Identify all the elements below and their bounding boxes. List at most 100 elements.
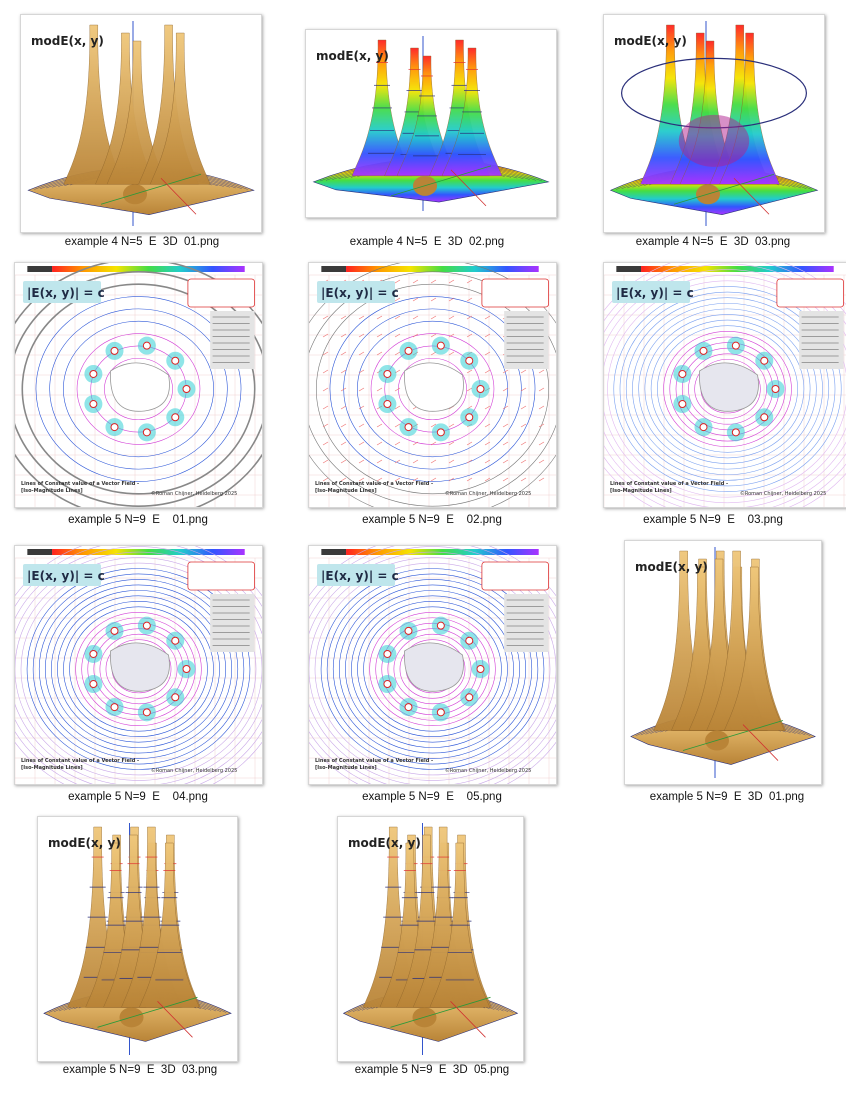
iso-line [638, 308, 817, 470]
parameter-box [776, 278, 844, 308]
file-name-label[interactable]: example 5 N=9 E 04.png [68, 791, 208, 803]
file-thumbnail[interactable]: modE(x, y) [37, 816, 238, 1062]
file-name-label[interactable]: example 5 N=9 E 3D 05.png [354, 1064, 510, 1076]
file-name-label[interactable]: example 5 N=9 E 3D 03.png [62, 1064, 218, 1076]
thumbnail-image: modE(x, y) [27, 21, 255, 226]
vector-arrow [502, 369, 509, 374]
file-thumbnail[interactable]: modE(x, y) [305, 29, 557, 218]
file-name-label[interactable]: example 4 N=5 E 3D 02.png [349, 236, 505, 248]
thumbnail-image: modE(x, y) [609, 21, 819, 226]
footer-line-2: [Iso-Magnitude Lines] [21, 488, 83, 494]
vector-arrow [466, 477, 473, 482]
vector-arrow [448, 297, 455, 302]
file-thumbnail[interactable]: modE(x, y) [337, 816, 524, 1062]
iso-line [357, 320, 508, 458]
vector-arrow [484, 441, 491, 446]
iso-line [99, 633, 178, 705]
vector-arrow [376, 333, 383, 338]
charge-point [404, 703, 413, 712]
vector-arrow [448, 477, 455, 482]
vector-arrow [340, 459, 347, 464]
charge-point [89, 400, 98, 409]
file-name-label[interactable]: example 4 N=5 E 3D 03.png [635, 236, 791, 248]
parameter-box [481, 561, 549, 591]
charge-point [142, 708, 151, 717]
file-name-label[interactable]: example 5 N=9 E 03.png [643, 514, 783, 526]
file-thumbnail[interactable]: modE(x, y) [624, 540, 822, 785]
color-scale-bar [641, 266, 834, 272]
iso-line [309, 271, 556, 507]
vector-arrow [502, 441, 509, 446]
footer-line-1: Lines of Constant value of a Vector Fiel… [610, 481, 728, 487]
charge-point [465, 413, 474, 422]
file-thumbnail[interactable]: |E(x, y)| = c Lines of Constant value of … [308, 545, 557, 785]
y-axis [682, 720, 784, 751]
vector-arrow [538, 477, 545, 482]
vector-arrow [430, 477, 437, 482]
vector-arrow [376, 423, 383, 428]
charge-point [465, 636, 474, 645]
vector-arrow [340, 333, 347, 338]
vector-arrow [430, 423, 437, 428]
vector-arrow [538, 387, 545, 392]
charge-point [110, 423, 119, 432]
file-name-label[interactable]: example 5 N=9 E 02.png [362, 514, 502, 526]
iso-line [314, 562, 551, 776]
vector-arrow [502, 405, 509, 410]
file-thumbnail[interactable]: |E(x, y)| = c Lines of Constant value of … [14, 262, 263, 508]
charge-point [383, 369, 392, 378]
vector-arrow [448, 459, 455, 464]
formula-label: |E(x, y)| = c [321, 286, 399, 300]
thumbnail-image: |E(x, y)| = c Lines of Constant value of … [15, 263, 262, 507]
surface-title: modE(x, y) [48, 836, 121, 850]
vector-arrow [358, 405, 365, 410]
vector-arrow [358, 459, 365, 464]
vector-arrow [484, 477, 491, 482]
file-name-label[interactable]: example 4 N=5 E 3D 01.png [64, 236, 220, 248]
file-name-label[interactable]: example 5 N=9 E 05.png [362, 791, 502, 803]
vector-arrow [358, 387, 365, 392]
vector-arrow [358, 369, 365, 374]
vector-arrow [412, 315, 419, 320]
charge-point [476, 665, 485, 673]
vector-arrow [502, 387, 509, 392]
vector-arrow [412, 333, 419, 338]
formula-label: |E(x, y)| = c [27, 569, 105, 583]
vector-arrow [466, 333, 473, 338]
charge-point [110, 703, 119, 712]
color-scale-bar [346, 266, 539, 272]
file-thumbnail[interactable]: modE(x, y) [603, 14, 825, 233]
charge-point [760, 356, 769, 365]
vector-arrow [322, 369, 329, 374]
file-name-label[interactable]: example 5 N=9 E 01.png [68, 514, 208, 526]
color-scale-dark [321, 266, 347, 272]
file-thumbnail[interactable]: |E(x, y)| = c Lines of Constant value of … [308, 262, 557, 508]
x-axis [157, 1001, 193, 1038]
vector-arrow [502, 477, 509, 482]
credit-line: ©Roman Chijner, Heidelberg 2025 [151, 490, 238, 497]
surface-title: modE(x, y) [635, 560, 708, 574]
vector-arrow [412, 459, 419, 464]
vector-arrow [538, 369, 545, 374]
vector-arrow [322, 333, 329, 338]
charge-point [383, 400, 392, 409]
vector-arrow [502, 423, 509, 428]
iso-line [35, 296, 242, 482]
iso-line [393, 633, 472, 705]
thumbnail-image: |E(x, y)| = c Lines of Constant value of … [309, 263, 556, 507]
vector-arrow [484, 405, 491, 410]
iso-line [351, 595, 514, 743]
vector-arrow [448, 279, 455, 284]
file-thumbnail[interactable]: |E(x, y)| = c Lines of Constant value of … [14, 545, 263, 785]
vector-arrow [358, 477, 365, 482]
iso-line [332, 579, 533, 759]
file-name-label[interactable]: example 5 N=9 E 3D 01.png [649, 791, 805, 803]
vector-arrow [448, 351, 455, 356]
vector-arrow [340, 387, 347, 392]
vector-arrow [340, 351, 347, 356]
file-thumbnail[interactable]: modE(x, y) [20, 14, 262, 233]
file-thumbnail[interactable]: |E(x, y)| = c Lines of Constant value of … [603, 262, 846, 508]
thumbnail-image: |E(x, y)| = c Lines of Constant value of … [604, 263, 846, 507]
charge-point [142, 621, 151, 630]
